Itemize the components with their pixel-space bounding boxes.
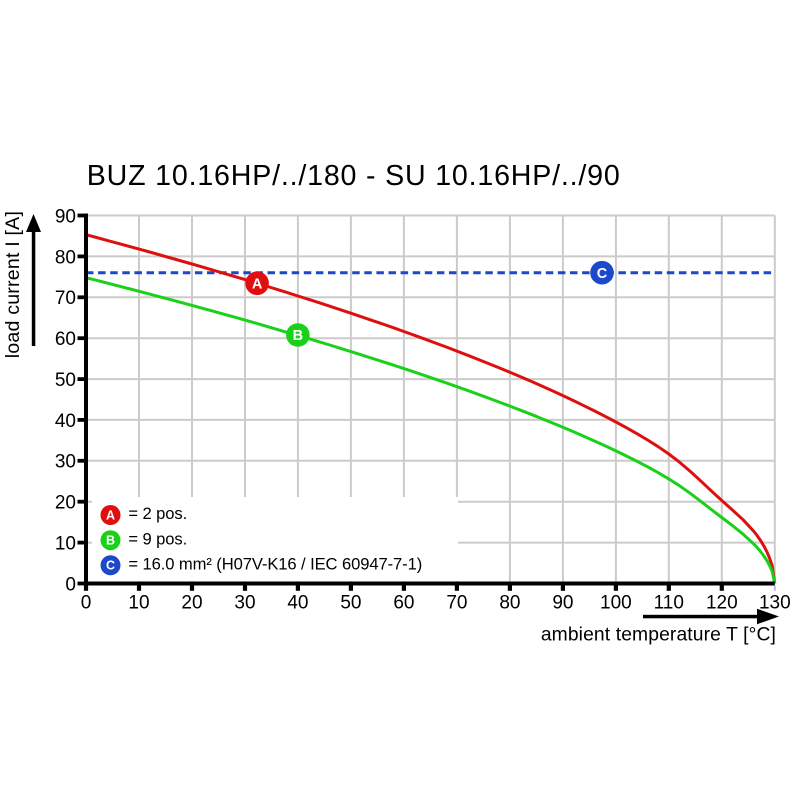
svg-text:= 2 pos.: = 2 pos. (128, 504, 187, 523)
svg-text:B: B (293, 328, 303, 344)
svg-text:BUZ 10.16HP/../180 - SU 10.16H: BUZ 10.16HP/../180 - SU 10.16HP/../90 (87, 160, 621, 192)
svg-text:60: 60 (393, 593, 414, 614)
svg-text:0: 0 (65, 574, 76, 595)
svg-text:80: 80 (55, 247, 76, 268)
svg-text:30: 30 (55, 452, 76, 473)
svg-text:70: 70 (446, 593, 467, 614)
svg-text:90: 90 (55, 206, 76, 227)
svg-text:90: 90 (552, 593, 573, 614)
svg-text:A: A (252, 277, 263, 293)
svg-text:A: A (106, 508, 115, 522)
svg-text:= 16.0 mm² (H07V-K16 / IEC 609: = 16.0 mm² (H07V-K16 / IEC 60947-7-1) (128, 554, 422, 573)
svg-text:C: C (106, 559, 115, 573)
svg-text:40: 40 (55, 411, 76, 432)
svg-text:= 9 pos.: = 9 pos. (128, 529, 187, 548)
svg-text:70: 70 (55, 288, 76, 309)
svg-text:20: 20 (181, 593, 202, 614)
svg-text:40: 40 (287, 593, 308, 614)
svg-text:10: 10 (128, 593, 149, 614)
svg-text:60: 60 (55, 329, 76, 350)
svg-text:100: 100 (600, 593, 632, 614)
svg-text:120: 120 (706, 593, 738, 614)
svg-text:B: B (106, 534, 115, 548)
svg-text:80: 80 (499, 593, 520, 614)
svg-text:C: C (597, 266, 608, 282)
svg-text:50: 50 (55, 370, 76, 391)
svg-text:50: 50 (340, 593, 361, 614)
svg-text:10: 10 (55, 534, 76, 555)
svg-text:0: 0 (81, 593, 92, 614)
svg-text:30: 30 (234, 593, 255, 614)
svg-text:20: 20 (55, 493, 76, 514)
svg-text:load current I [A]: load current I [A] (2, 211, 24, 358)
svg-text:ambient temperature T [°C]: ambient temperature T [°C] (541, 625, 776, 646)
svg-text:130: 130 (759, 593, 791, 614)
svg-text:110: 110 (654, 593, 684, 614)
